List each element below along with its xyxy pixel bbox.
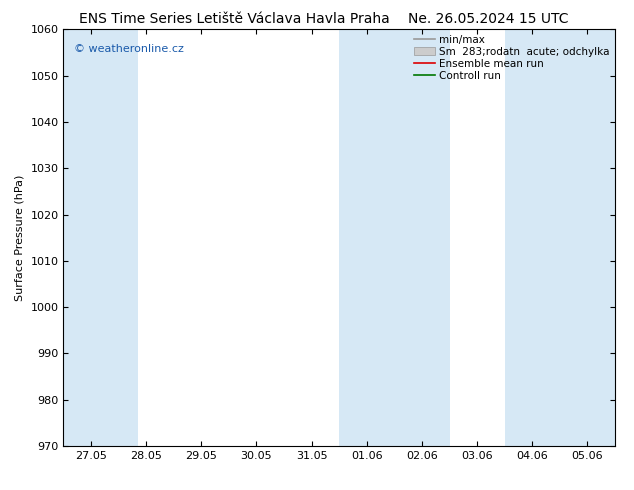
Bar xyxy=(505,29,615,446)
Text: © weatheronline.cz: © weatheronline.cz xyxy=(74,44,184,54)
Bar xyxy=(63,29,138,446)
Text: ENS Time Series Letiště Václava Havla Praha: ENS Time Series Letiště Václava Havla Pr… xyxy=(79,12,390,26)
Bar xyxy=(339,29,450,446)
Legend: min/max, Sm  283;rodatn  acute; odchylka, Ensemble mean run, Controll run: min/max, Sm 283;rodatn acute; odchylka, … xyxy=(412,32,612,83)
Text: Ne. 26.05.2024 15 UTC: Ne. 26.05.2024 15 UTC xyxy=(408,12,569,26)
Y-axis label: Surface Pressure (hPa): Surface Pressure (hPa) xyxy=(15,174,25,301)
